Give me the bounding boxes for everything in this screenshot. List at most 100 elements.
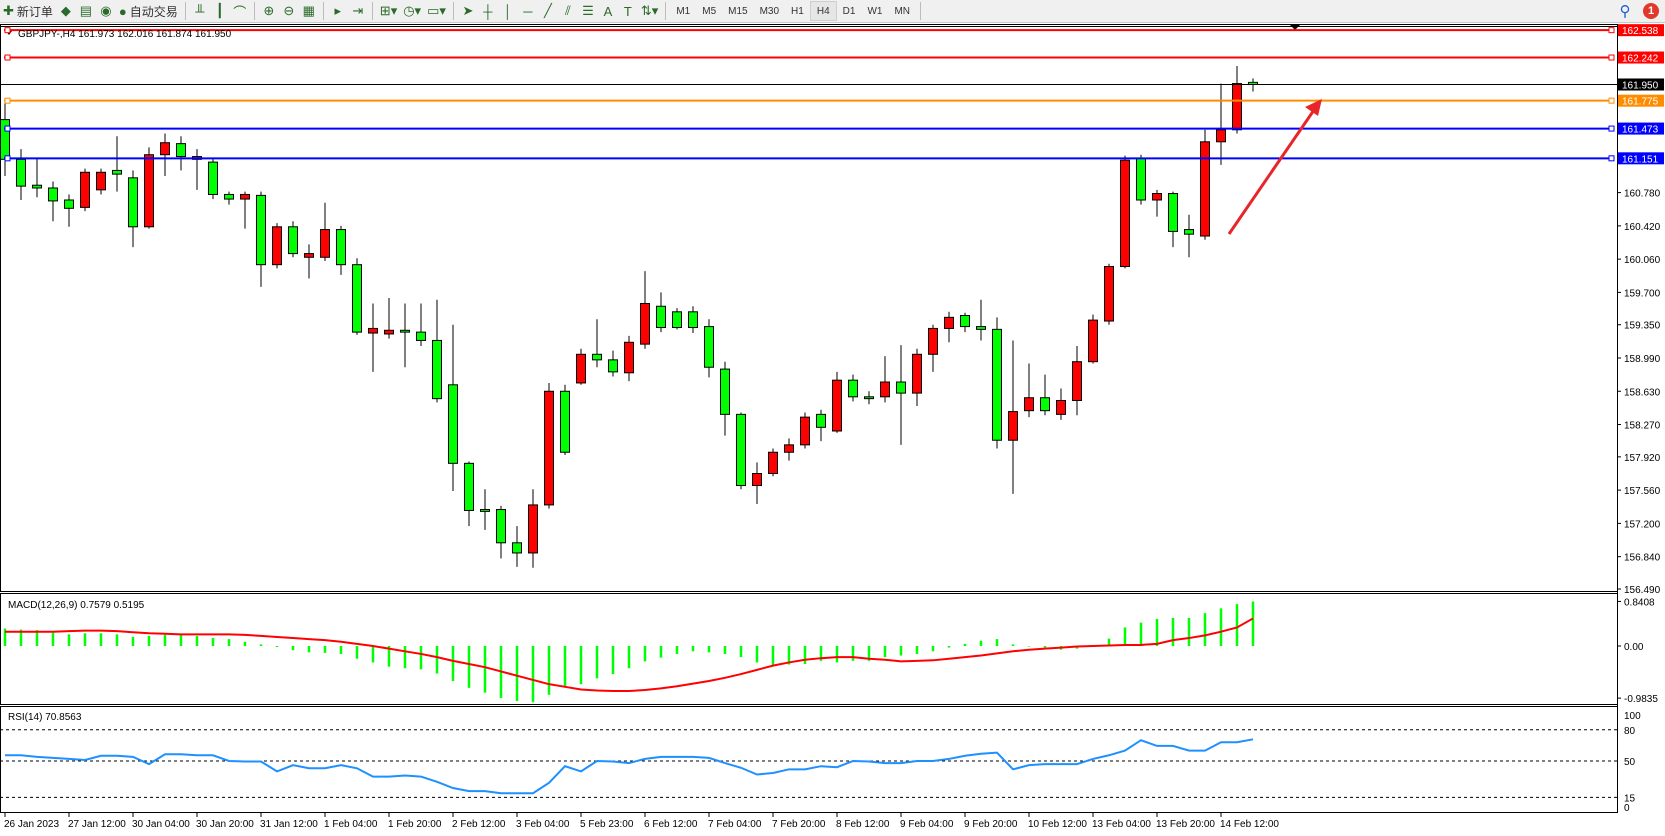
vertical-line-icon: │ — [503, 3, 512, 19]
candle-body — [1056, 400, 1066, 415]
line-handle[interactable] — [1608, 155, 1615, 162]
candle-body — [240, 193, 250, 200]
periods-icon: ◷▾ — [403, 3, 422, 18]
price-level-label: 161.151 — [1622, 154, 1659, 165]
tile-windows-button[interactable]: ▦ — [299, 1, 319, 21]
market-watch-button[interactable]: ◆ — [56, 1, 76, 21]
candle — [896, 345, 906, 445]
line-handle[interactable] — [4, 125, 11, 132]
horizontal-line-161-473[interactable] — [4, 125, 1615, 132]
toolbar-separator — [920, 2, 921, 20]
candle-body — [880, 381, 890, 398]
price-level-label: 161.473 — [1622, 125, 1659, 136]
line-handle[interactable] — [1608, 125, 1615, 132]
text-label-icon: T — [623, 3, 632, 19]
horizontal-levels[interactable] — [0, 26, 1617, 235]
horizontal-line-button[interactable]: ─ — [518, 1, 538, 21]
line-handle[interactable] — [4, 155, 11, 162]
candle — [224, 191, 234, 205]
chart-shift-button[interactable]: ⇥ — [348, 1, 368, 21]
candle — [1152, 189, 1162, 217]
candlestick-chart-button[interactable]: ┃ — [210, 1, 230, 21]
fibonacci-button[interactable]: ☰ — [578, 1, 598, 21]
line-handle[interactable] — [4, 97, 11, 104]
autoscroll-button[interactable]: ▸ — [328, 1, 348, 21]
equidistant-channel-button[interactable]: ⫽ — [558, 1, 578, 21]
candle-body — [256, 194, 266, 266]
price-level-label: 162.242 — [1622, 54, 1659, 65]
price-label-box — [1618, 152, 1664, 165]
candle — [240, 191, 250, 229]
horizontal-line-162-538[interactable] — [4, 27, 1615, 34]
market-watch-icon: ◆ — [60, 3, 71, 18]
horizontal-line-161-151[interactable] — [4, 155, 1615, 162]
time-label: 10 Feb 12:00 — [1028, 819, 1087, 830]
line-chart-button[interactable]: ⌒ — [230, 1, 250, 21]
zoom-in-button[interactable]: ⊕ — [259, 1, 279, 21]
horizontal-line-162-242[interactable] — [4, 54, 1615, 61]
candle-body — [320, 229, 330, 258]
candle-body — [736, 413, 746, 487]
current-price-label: 161.950 — [1622, 80, 1659, 91]
candle-body — [928, 327, 938, 355]
candle-body — [816, 413, 826, 428]
line-handle[interactable] — [1608, 27, 1615, 34]
candlestick-chart-icon: ┃ — [215, 3, 224, 18]
indicators-button[interactable]: ⊞▾ — [377, 1, 400, 21]
line-handle[interactable] — [4, 27, 11, 34]
timeframe-m1[interactable]: M1 — [676, 5, 691, 17]
timeframe-m30[interactable]: M30 — [759, 5, 780, 17]
candle-body — [528, 504, 538, 554]
templates-icon: ▭▾ — [427, 3, 446, 18]
line-handle[interactable] — [1608, 54, 1615, 61]
new-order-button[interactable]: ✚ 新订单 — [0, 1, 56, 21]
vertical-line-button[interactable]: │ — [498, 1, 518, 21]
bar-chart-button[interactable]: ╨ — [190, 1, 210, 21]
candle-body — [640, 302, 650, 345]
arrow-head-icon — [1305, 99, 1322, 116]
crosshair-button[interactable]: ┼ — [478, 1, 498, 21]
candle-body — [592, 353, 602, 361]
candle-body — [208, 161, 218, 195]
timeframe-m15[interactable]: M15 — [728, 5, 748, 17]
signals-button[interactable]: ◉ — [96, 1, 116, 21]
macd-pane: 0.8408 0.00 -0.9835 — [3, 597, 1658, 705]
timeframe-h1[interactable]: H1 — [791, 5, 804, 17]
arrow-shaft[interactable] — [1227, 109, 1316, 235]
horizontal-line-161-775[interactable] — [4, 97, 1615, 104]
notification-badge[interactable]: 1 — [1643, 3, 1659, 19]
trend-arrow[interactable] — [1227, 99, 1322, 235]
timeframe-bar: M1 M5 M15 M30 H1 H4 D1 W1 MN — [670, 1, 916, 21]
timeframe-h4[interactable]: H4 — [809, 1, 837, 21]
candle-body — [368, 327, 378, 334]
candle-body — [784, 444, 794, 453]
text-label-button[interactable]: T — [618, 1, 638, 21]
time-label: 6 Feb 12:00 — [644, 819, 698, 830]
timeframe-m5[interactable]: M5 — [702, 5, 717, 17]
navigator-button[interactable]: ▤ — [76, 1, 96, 21]
arrows-button[interactable]: ⇅▾ — [638, 1, 661, 21]
auto-trading-button[interactable]: ● 自动交易 — [116, 1, 181, 21]
candle — [704, 319, 714, 378]
candle-body — [672, 311, 682, 329]
line-handle[interactable] — [1608, 97, 1615, 104]
zoom-in-icon: ⊕ — [263, 3, 275, 18]
trendline-button[interactable]: ╱ — [538, 1, 558, 21]
candle-body — [464, 462, 474, 511]
cursor-button[interactable]: ➤ — [458, 1, 478, 21]
zoom-out-button[interactable]: ⊖ — [279, 1, 299, 21]
timeframe-w1[interactable]: W1 — [867, 5, 883, 17]
candle — [432, 299, 442, 403]
candle-body — [1088, 319, 1098, 363]
templates-button[interactable]: ▭▾ — [424, 1, 449, 21]
candle-body — [512, 542, 522, 554]
text-button[interactable]: A — [598, 1, 618, 21]
periods-button[interactable]: ◷▾ — [400, 1, 424, 21]
line-handle[interactable] — [4, 54, 11, 61]
timeframe-d1[interactable]: D1 — [842, 5, 856, 17]
rsi-tick-label: 80 — [1624, 726, 1636, 737]
timeframe-mn[interactable]: MN — [894, 5, 910, 17]
search-icon[interactable]: ⚲ — [1619, 3, 1631, 20]
candle-body — [992, 328, 1002, 441]
